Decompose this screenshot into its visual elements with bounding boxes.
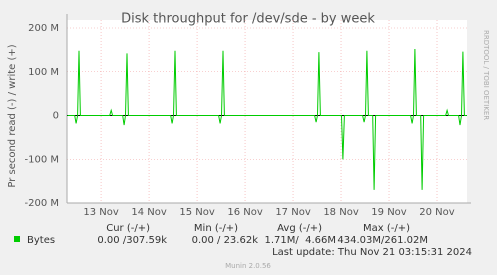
x-tick-label: 20 Nov (419, 207, 455, 218)
chart-title: Disk throughput for /dev/sde - by week (121, 12, 375, 27)
footer: Munin 2.0.56 (225, 262, 271, 270)
legend-value: 0.00 / 23.62k (192, 235, 259, 246)
legend-label: Bytes (27, 235, 55, 246)
x-tick-label: 15 Nov (179, 207, 215, 218)
last-update: Last update: Thu Nov 21 03:15:31 2024 (272, 247, 472, 258)
legend-header: Cur (-/+) (106, 223, 150, 234)
y-tick-label: 100 M (28, 67, 59, 78)
y-axis-label: Pr second read (-) / write (+) (7, 44, 18, 187)
legend-header: Avg (-/+) (277, 223, 322, 234)
y-tick-label: -100 M (24, 154, 59, 165)
x-tick-label: 17 Nov (275, 207, 311, 218)
legend-swatch (14, 236, 20, 242)
y-tick-label: -200 M (24, 198, 59, 209)
legend-header: Min (-/+) (194, 223, 238, 234)
plot-area (67, 20, 467, 203)
y-tick-label: 200 M (28, 23, 59, 34)
legend-value: 0.00 /307.59k (97, 235, 167, 246)
y-tick-label: 0 (53, 111, 59, 122)
legend-value: 1.71M/ 4.66M (264, 235, 336, 246)
x-tick-label: 19 Nov (371, 207, 407, 218)
x-tick-label: 13 Nov (83, 207, 119, 218)
legend-value: 434.03M/261.02M (337, 235, 428, 246)
series-line (67, 48, 467, 190)
x-tick-label: 16 Nov (227, 207, 263, 218)
x-tick-label: 14 Nov (131, 207, 167, 218)
side-text: RRDTOOL / TOBI OETIKER (482, 30, 490, 120)
legend-header: Max (-/+) (363, 223, 410, 234)
x-tick-label: 18 Nov (323, 207, 359, 218)
